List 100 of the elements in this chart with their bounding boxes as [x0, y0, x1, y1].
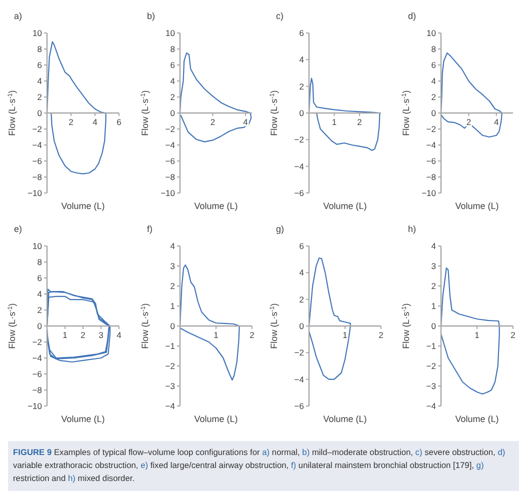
x-tick-label: 4: [243, 117, 248, 127]
y-tick-label: −2: [32, 124, 42, 134]
y-tick-label: −2: [426, 360, 436, 371]
x-tick-label: 6: [116, 117, 122, 127]
text: FIGURE 9 Examples of typical flow–volume loop configurations for a) normal, b) mild–moderate obstruction, c) severe obstruction, d) variable extrathoracic obstruction, e) fixed large/central airway obstruction, f) unilateral mainstem bronchial obstruction [179], g) restriction and h) mixed disorder.: [13, 447, 506, 483]
chart-title: b): [147, 11, 156, 21]
chart-title: h): [408, 224, 416, 234]
x-tick-label: 4: [116, 330, 122, 340]
y-tick-label: 4: [37, 76, 42, 86]
y-tick-label: 3: [431, 260, 436, 271]
y-tick-label: 0: [170, 108, 176, 118]
y-tick-label: −4: [165, 400, 176, 411]
y-tick-label: 4: [170, 76, 176, 86]
y-tick-label: −2: [165, 360, 176, 371]
y-tick-label: −1: [165, 340, 176, 351]
x-tick-label: 2: [378, 330, 384, 340]
y-tick-label: 1: [431, 300, 436, 311]
y-tick-label: 4: [431, 240, 436, 251]
x-tick-label: 2: [80, 330, 86, 340]
y-tick-label: −8: [426, 172, 436, 182]
y-tick-label: 3: [170, 260, 176, 271]
y-tick-label: −2: [32, 336, 42, 347]
y-tick-label: 2: [37, 304, 42, 315]
y-tick-label: 4: [170, 240, 176, 251]
y-tick-label: 0: [170, 320, 176, 331]
y-tick-label: 6: [299, 28, 304, 38]
y-tick-label: 8: [37, 256, 42, 267]
x-axis-title: Volume (L): [194, 201, 238, 211]
y-tick-label: 2: [431, 92, 436, 102]
y-tick-label: −10: [28, 188, 42, 198]
y-tick-label: 8: [37, 44, 42, 54]
y-tick-label: −4: [426, 400, 436, 411]
y-tick-label: 4: [431, 76, 436, 86]
y-tick-label: −8: [32, 384, 42, 395]
y-tick-label: 4: [299, 54, 304, 65]
x-tick-label: 3: [98, 330, 104, 340]
y-tick-label: 2: [299, 294, 304, 304]
y-tick-label: 10: [32, 28, 42, 38]
x-axis-title: Volume (L): [61, 414, 105, 424]
x-axis-title: Volume (L): [194, 414, 238, 424]
y-tick-label: −2: [165, 124, 176, 134]
x-tick-label: 4: [92, 117, 98, 127]
y-tick-label: −10: [422, 188, 436, 198]
x-tick-label: 4: [494, 117, 500, 127]
y-tick-label: −1: [426, 340, 436, 351]
x-axis-title: Volume (L): [323, 201, 367, 211]
y-tick-label: −6: [294, 188, 304, 198]
y-tick-label: −10: [160, 188, 176, 198]
x-tick-label: 1: [332, 117, 337, 127]
y-tick-label: 4: [37, 288, 42, 299]
y-tick-label: 8: [170, 44, 176, 54]
y-tick-label: 6: [431, 60, 436, 70]
x-tick-label: 2: [210, 117, 216, 127]
x-axis-title: Volume (L): [61, 201, 105, 211]
chart-title: f): [147, 224, 152, 234]
y-tick-label: −6: [165, 156, 176, 166]
y-tick-label: 6: [170, 60, 176, 70]
y-tick-label: −4: [294, 161, 304, 172]
y-tick-label: −6: [426, 156, 436, 166]
chart-title: c): [276, 11, 284, 21]
y-tick-label: −4: [426, 140, 436, 150]
x-axis-title: Volume (L): [455, 201, 499, 211]
y-tick-label: −4: [32, 140, 42, 150]
x-tick-label: 1: [214, 330, 219, 340]
y-tick-label: 2: [431, 280, 436, 291]
x-tick-label: 2: [68, 117, 74, 127]
x-tick-label: 2: [510, 330, 516, 340]
y-tick-label: 2: [37, 92, 42, 102]
y-tick-label: −3: [165, 380, 176, 391]
y-tick-label: 6: [37, 60, 42, 70]
x-tick-label: 1: [474, 330, 480, 340]
chart-title: a): [14, 11, 22, 21]
chart-title: d): [408, 11, 416, 21]
y-tick-label: 2: [299, 81, 304, 92]
y-tick-label: 0: [299, 108, 304, 118]
y-tick-label: 10: [426, 28, 436, 38]
chart-title: e): [14, 224, 22, 234]
y-tick-label: 8: [431, 44, 436, 54]
y-tick-label: 2: [170, 280, 176, 291]
y-tick-label: −8: [32, 172, 42, 182]
x-tick-label: 1: [342, 330, 348, 340]
y-tick-label: −8: [165, 172, 176, 182]
y-tick-label: −10: [28, 400, 42, 411]
x-tick-label: 2: [250, 330, 255, 340]
y-tick-label: −2: [426, 124, 436, 134]
y-tick-label: −6: [32, 156, 42, 166]
y-tick-label: 6: [299, 240, 304, 251]
y-tick-label: −4: [32, 352, 42, 363]
y-tick-label: 0: [37, 320, 42, 331]
y-tick-label: 10: [166, 28, 176, 38]
y-tick-label: −6: [294, 400, 304, 411]
y-tick-label: 6: [37, 272, 42, 283]
y-tick-label: 0: [431, 320, 436, 331]
y-tick-label: 0: [431, 108, 436, 118]
x-axis-title: Volume (L): [323, 414, 367, 424]
y-tick-label: −6: [32, 368, 42, 379]
chart-title: g): [276, 224, 284, 234]
y-tick-label: −4: [165, 140, 176, 150]
x-tick-label: 2: [357, 117, 362, 127]
y-tick-label: 2: [170, 92, 176, 102]
